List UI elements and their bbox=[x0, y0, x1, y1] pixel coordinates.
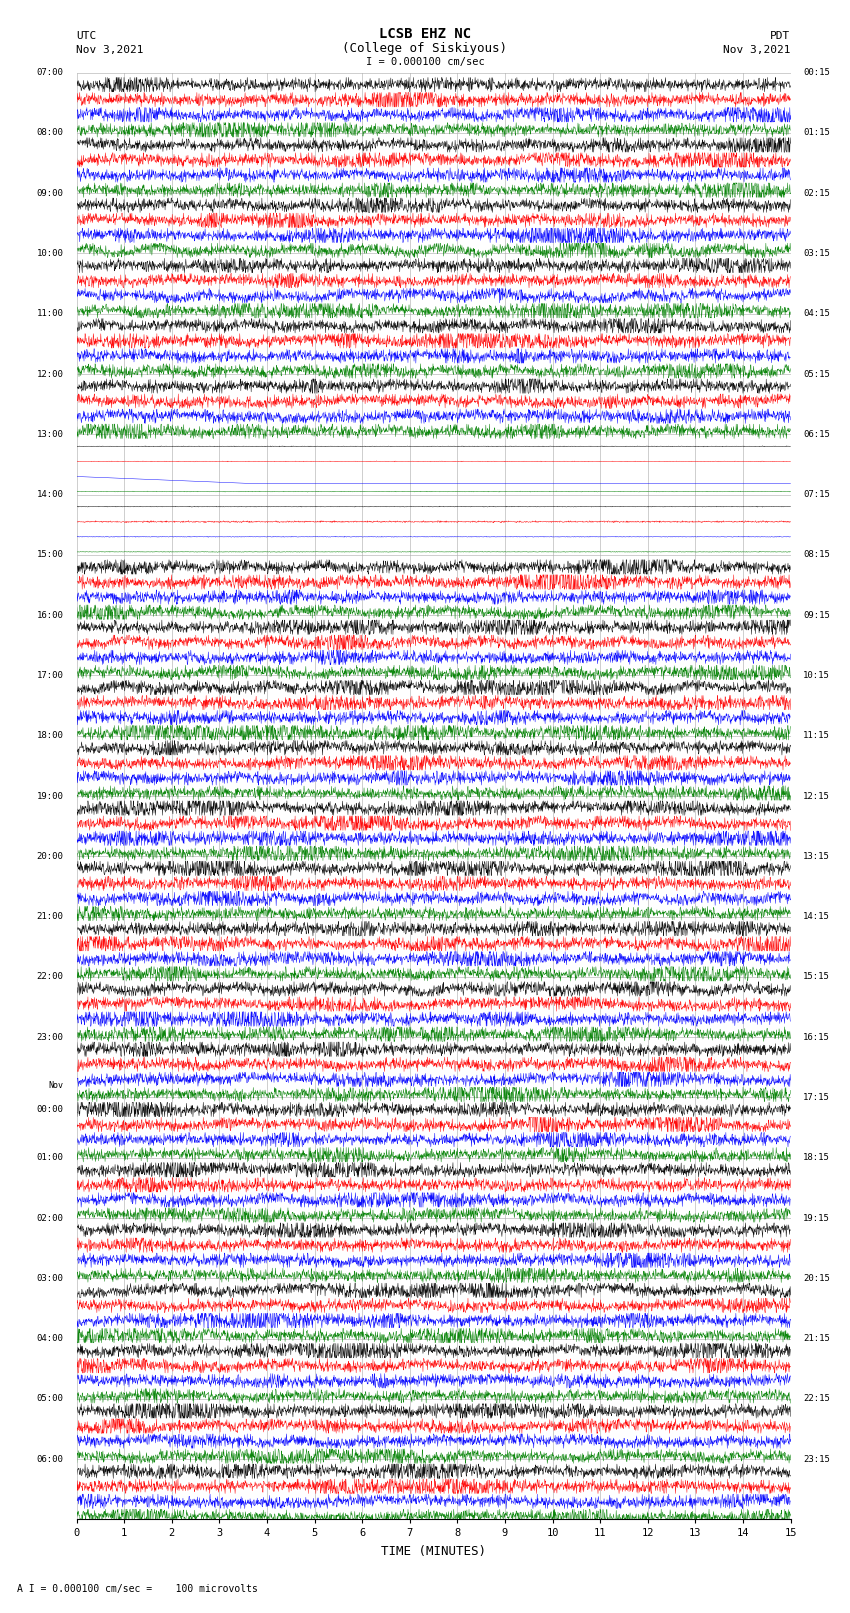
Text: 22:00: 22:00 bbox=[37, 973, 64, 981]
Text: 03:00: 03:00 bbox=[37, 1274, 64, 1282]
Text: 08:15: 08:15 bbox=[803, 550, 830, 560]
Text: UTC: UTC bbox=[76, 31, 97, 40]
Text: 19:15: 19:15 bbox=[803, 1213, 830, 1223]
Text: 14:15: 14:15 bbox=[803, 911, 830, 921]
Text: 06:00: 06:00 bbox=[37, 1455, 64, 1463]
Text: 18:00: 18:00 bbox=[37, 731, 64, 740]
Text: 20:15: 20:15 bbox=[803, 1274, 830, 1282]
Text: 17:00: 17:00 bbox=[37, 671, 64, 681]
Text: A I = 0.000100 cm/sec =    100 microvolts: A I = 0.000100 cm/sec = 100 microvolts bbox=[17, 1584, 258, 1594]
Text: 16:00: 16:00 bbox=[37, 611, 64, 619]
Text: 16:15: 16:15 bbox=[803, 1032, 830, 1042]
Text: Nov 3,2021: Nov 3,2021 bbox=[723, 45, 791, 55]
Text: 23:15: 23:15 bbox=[803, 1455, 830, 1463]
Text: 04:00: 04:00 bbox=[37, 1334, 64, 1344]
Text: 01:15: 01:15 bbox=[803, 129, 830, 137]
Text: 04:15: 04:15 bbox=[803, 310, 830, 318]
Text: 22:15: 22:15 bbox=[803, 1394, 830, 1403]
Text: 03:15: 03:15 bbox=[803, 248, 830, 258]
Text: 12:15: 12:15 bbox=[803, 792, 830, 800]
Text: 06:15: 06:15 bbox=[803, 429, 830, 439]
Text: 00:00: 00:00 bbox=[37, 1105, 64, 1113]
Text: 09:15: 09:15 bbox=[803, 611, 830, 619]
Text: Nov 3,2021: Nov 3,2021 bbox=[76, 45, 144, 55]
Text: 20:00: 20:00 bbox=[37, 852, 64, 861]
Text: 13:15: 13:15 bbox=[803, 852, 830, 861]
Text: 07:15: 07:15 bbox=[803, 490, 830, 498]
Text: 05:15: 05:15 bbox=[803, 369, 830, 379]
Text: I = 0.000100 cm/sec: I = 0.000100 cm/sec bbox=[366, 56, 484, 66]
Text: 15:15: 15:15 bbox=[803, 973, 830, 981]
Text: 10:00: 10:00 bbox=[37, 248, 64, 258]
Text: 01:00: 01:00 bbox=[37, 1153, 64, 1163]
Text: 23:00: 23:00 bbox=[37, 1032, 64, 1042]
Text: 13:00: 13:00 bbox=[37, 429, 64, 439]
Text: 14:00: 14:00 bbox=[37, 490, 64, 498]
Text: 02:00: 02:00 bbox=[37, 1213, 64, 1223]
Text: 19:00: 19:00 bbox=[37, 792, 64, 800]
Text: 11:00: 11:00 bbox=[37, 310, 64, 318]
Text: 12:00: 12:00 bbox=[37, 369, 64, 379]
Text: 17:15: 17:15 bbox=[803, 1094, 830, 1102]
Text: 21:00: 21:00 bbox=[37, 911, 64, 921]
X-axis label: TIME (MINUTES): TIME (MINUTES) bbox=[381, 1545, 486, 1558]
Text: PDT: PDT bbox=[770, 31, 790, 40]
Text: 15:00: 15:00 bbox=[37, 550, 64, 560]
Text: 21:15: 21:15 bbox=[803, 1334, 830, 1344]
Text: 00:15: 00:15 bbox=[803, 68, 830, 77]
Text: Nov: Nov bbox=[48, 1081, 64, 1090]
Text: 08:00: 08:00 bbox=[37, 129, 64, 137]
Text: 07:00: 07:00 bbox=[37, 68, 64, 77]
Text: 18:15: 18:15 bbox=[803, 1153, 830, 1163]
Text: 09:00: 09:00 bbox=[37, 189, 64, 198]
Text: 10:15: 10:15 bbox=[803, 671, 830, 681]
Text: 02:15: 02:15 bbox=[803, 189, 830, 198]
Text: LCSB EHZ NC: LCSB EHZ NC bbox=[379, 27, 471, 40]
Text: (College of Siskiyous): (College of Siskiyous) bbox=[343, 42, 507, 55]
Text: 11:15: 11:15 bbox=[803, 731, 830, 740]
Text: 05:00: 05:00 bbox=[37, 1394, 64, 1403]
